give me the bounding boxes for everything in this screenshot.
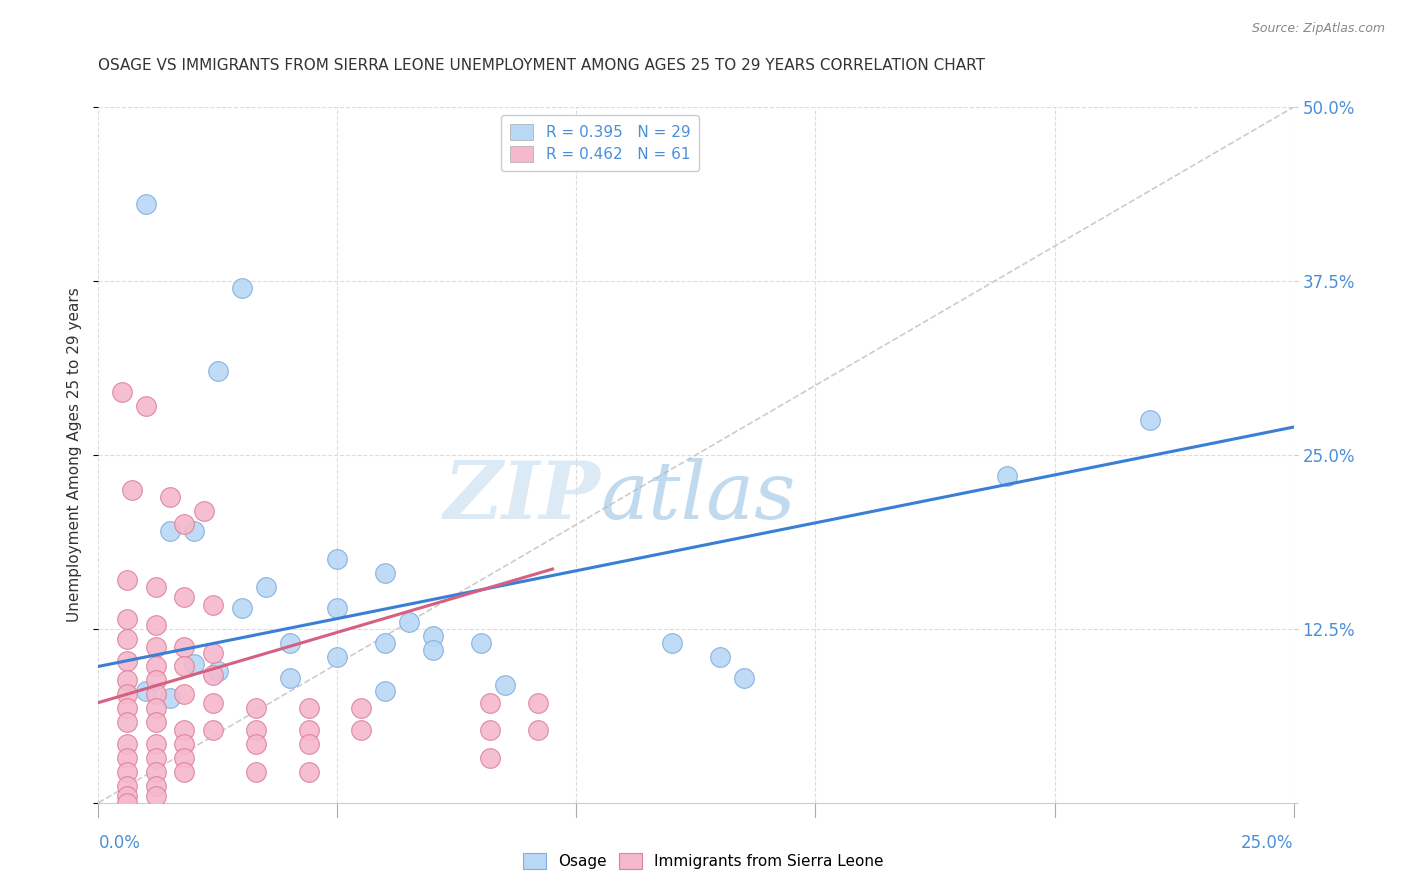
- Point: [207, 364, 229, 378]
- Point: [245, 723, 267, 738]
- Point: [1139, 413, 1161, 427]
- Point: [527, 696, 550, 710]
- Point: [183, 524, 205, 539]
- Text: Source: ZipAtlas.com: Source: ZipAtlas.com: [1251, 22, 1385, 36]
- Point: [398, 615, 420, 629]
- Point: [661, 636, 683, 650]
- Point: [145, 701, 167, 715]
- Point: [470, 636, 492, 650]
- Point: [115, 654, 138, 668]
- Point: [298, 701, 321, 715]
- Point: [193, 503, 215, 517]
- Point: [115, 612, 138, 626]
- Point: [202, 646, 225, 660]
- Point: [374, 566, 396, 581]
- Text: 25.0%: 25.0%: [1241, 834, 1294, 852]
- Point: [278, 636, 301, 650]
- Point: [298, 765, 321, 780]
- Point: [183, 657, 205, 671]
- Point: [115, 673, 138, 688]
- Point: [173, 751, 195, 765]
- Point: [479, 751, 502, 765]
- Point: [709, 649, 731, 664]
- Point: [374, 636, 396, 650]
- Point: [326, 601, 349, 615]
- Point: [115, 789, 138, 803]
- Point: [159, 524, 181, 539]
- Point: [145, 673, 167, 688]
- Point: [527, 723, 550, 738]
- Point: [479, 696, 502, 710]
- Point: [145, 715, 167, 730]
- Point: [173, 723, 195, 738]
- Point: [207, 664, 229, 678]
- Point: [135, 684, 157, 698]
- Point: [231, 601, 253, 615]
- Point: [173, 659, 195, 673]
- Point: [115, 573, 138, 587]
- Point: [135, 399, 157, 413]
- Point: [145, 737, 167, 751]
- Point: [115, 751, 138, 765]
- Point: [995, 468, 1018, 483]
- Text: 0.0%: 0.0%: [98, 834, 141, 852]
- Point: [159, 691, 181, 706]
- Point: [115, 715, 138, 730]
- Point: [231, 281, 253, 295]
- Point: [145, 617, 167, 632]
- Point: [111, 385, 134, 400]
- Point: [145, 687, 167, 701]
- Point: [350, 701, 373, 715]
- Point: [173, 765, 195, 780]
- Point: [479, 723, 502, 738]
- Point: [145, 640, 167, 654]
- Legend: R = 0.395   N = 29, R = 0.462   N = 61: R = 0.395 N = 29, R = 0.462 N = 61: [502, 115, 699, 171]
- Point: [326, 552, 349, 566]
- Point: [298, 723, 321, 738]
- Point: [733, 671, 755, 685]
- Point: [254, 580, 277, 594]
- Point: [494, 677, 516, 691]
- Point: [245, 765, 267, 780]
- Point: [202, 598, 225, 612]
- Text: ZIP: ZIP: [443, 458, 600, 535]
- Point: [135, 197, 157, 211]
- Point: [202, 696, 225, 710]
- Point: [173, 640, 195, 654]
- Point: [173, 517, 195, 532]
- Point: [115, 737, 138, 751]
- Point: [202, 667, 225, 681]
- Point: [115, 779, 138, 793]
- Point: [115, 687, 138, 701]
- Point: [298, 737, 321, 751]
- Point: [422, 642, 444, 657]
- Point: [173, 737, 195, 751]
- Point: [422, 629, 444, 643]
- Text: atlas: atlas: [600, 458, 796, 535]
- Point: [350, 723, 373, 738]
- Point: [159, 490, 181, 504]
- Point: [115, 632, 138, 646]
- Point: [121, 483, 143, 497]
- Point: [173, 687, 195, 701]
- Y-axis label: Unemployment Among Ages 25 to 29 years: Unemployment Among Ages 25 to 29 years: [67, 287, 83, 623]
- Point: [326, 649, 349, 664]
- Point: [374, 684, 396, 698]
- Point: [278, 671, 301, 685]
- Point: [115, 701, 138, 715]
- Point: [115, 796, 138, 810]
- Point: [145, 659, 167, 673]
- Point: [173, 590, 195, 604]
- Legend: Osage, Immigrants from Sierra Leone: Osage, Immigrants from Sierra Leone: [516, 847, 890, 875]
- Point: [145, 580, 167, 594]
- Text: OSAGE VS IMMIGRANTS FROM SIERRA LEONE UNEMPLOYMENT AMONG AGES 25 TO 29 YEARS COR: OSAGE VS IMMIGRANTS FROM SIERRA LEONE UN…: [98, 58, 986, 73]
- Point: [202, 723, 225, 738]
- Point: [245, 701, 267, 715]
- Point: [115, 765, 138, 780]
- Point: [145, 765, 167, 780]
- Point: [145, 779, 167, 793]
- Point: [145, 751, 167, 765]
- Point: [245, 737, 267, 751]
- Point: [145, 789, 167, 803]
